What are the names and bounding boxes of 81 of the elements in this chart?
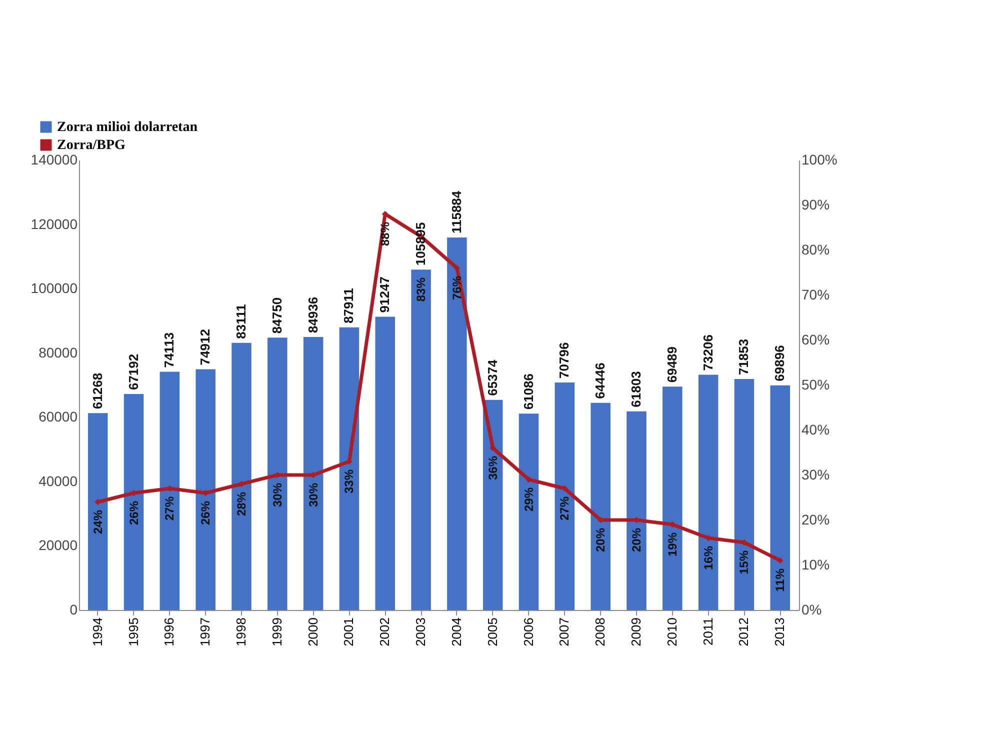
data-label: 71853 [736, 338, 752, 376]
data-label: 115884 [448, 190, 464, 234]
y2-tick-label: 60% [802, 332, 830, 348]
x-tick-label: 2012 [736, 618, 752, 646]
data-label: 84936 [305, 296, 320, 333]
legend-label: Zorra milioi dolarretan [57, 120, 198, 135]
data-label: 64446 [592, 362, 608, 399]
data-label: 83% [414, 277, 428, 302]
data-label: 29% [522, 487, 536, 512]
x-tick-label: 2007 [556, 618, 572, 646]
x-tick-label: 1999 [269, 618, 284, 646]
y-tick-label: 60000 [38, 408, 78, 425]
data-label: 74912 [198, 329, 213, 366]
y-tick-label: 20000 [38, 537, 78, 554]
x-tick-label: 2002 [377, 618, 392, 646]
y2-tick-label: 80% [802, 242, 830, 258]
y-tick-label: 140000 [30, 152, 78, 168]
y-tick-label: 40000 [38, 472, 78, 489]
x-tick-label: 1995 [126, 618, 141, 646]
y2-tick-label: 90% [802, 196, 830, 212]
x-tick-label: 2013 [772, 618, 788, 646]
x-tick-label: 1996 [162, 618, 177, 646]
data-label: 105895 [413, 222, 428, 266]
data-label: 30% [306, 482, 320, 508]
y-tick-label: 120000 [30, 216, 78, 232]
data-label: 15% [737, 550, 752, 575]
data-label: 83111 [233, 304, 248, 339]
y-tick-label: 0 [70, 602, 78, 618]
y2-tick-label: 50% [802, 376, 830, 392]
x-tick-label: 2005 [484, 618, 500, 646]
x-tick-label: 2011 [700, 618, 716, 646]
data-label: 27% [558, 496, 572, 521]
data-label: 69489 [664, 346, 680, 383]
data-label: 36% [486, 456, 500, 480]
data-label: 28% [234, 492, 248, 516]
data-label: 61268 [90, 372, 105, 410]
data-label: 16% [701, 546, 716, 570]
y-tick-label: 80000 [38, 344, 78, 360]
x-tick-label: 2001 [341, 618, 356, 646]
x-tick-label: 2010 [664, 618, 680, 646]
data-label: 61086 [520, 373, 536, 410]
y2-tick-label: 10% [802, 556, 830, 572]
data-label: 65374 [484, 358, 500, 396]
data-label: 30% [270, 482, 284, 508]
y2-tick-label: 40% [802, 422, 830, 438]
y2-tick-label: 20% [802, 512, 830, 528]
data-label: 11% [773, 568, 788, 592]
data-label: 91247 [377, 276, 392, 313]
x-tick-label: 1998 [233, 618, 248, 646]
data-label: 20% [594, 528, 608, 552]
data-label: 70796 [556, 342, 572, 378]
x-tick-label: 2006 [520, 618, 536, 646]
data-label: 33% [342, 469, 356, 494]
x-tick-label: 2003 [413, 618, 428, 646]
data-label: 26% [198, 500, 213, 526]
x-tick-label: 2004 [448, 618, 464, 646]
x-tick-label: 1997 [198, 618, 213, 646]
x-tick-label: 2000 [305, 618, 320, 646]
data-label: 84750 [269, 297, 284, 334]
data-label: 24% [90, 510, 105, 534]
y2-tick-label: 0% [802, 602, 822, 618]
y2-tick-label: 30% [802, 466, 830, 482]
y2-tick-label: 70% [802, 286, 830, 302]
data-label: 26% [126, 500, 141, 526]
data-label: 67192 [126, 354, 141, 390]
x-tick-label: 2008 [592, 618, 608, 646]
x-tick-label: 1994 [90, 618, 105, 646]
x-tick-label: 2009 [628, 618, 644, 646]
data-label: 76% [450, 276, 464, 300]
data-label: 69896 [772, 345, 788, 382]
data-label: 88% [378, 222, 392, 246]
data-label: 20% [630, 528, 644, 552]
y2-tick-label: 100% [802, 152, 838, 168]
y-tick-label: 100000 [30, 280, 78, 296]
data-label: 73206 [700, 334, 716, 371]
legend-label: Zorra/BPG [57, 138, 126, 153]
data-label: 19% [665, 532, 680, 557]
data-label: 74113 [162, 332, 177, 368]
data-label: 87911 [341, 288, 356, 324]
data-label: 61803 [628, 371, 644, 408]
data-label: 27% [162, 496, 177, 521]
